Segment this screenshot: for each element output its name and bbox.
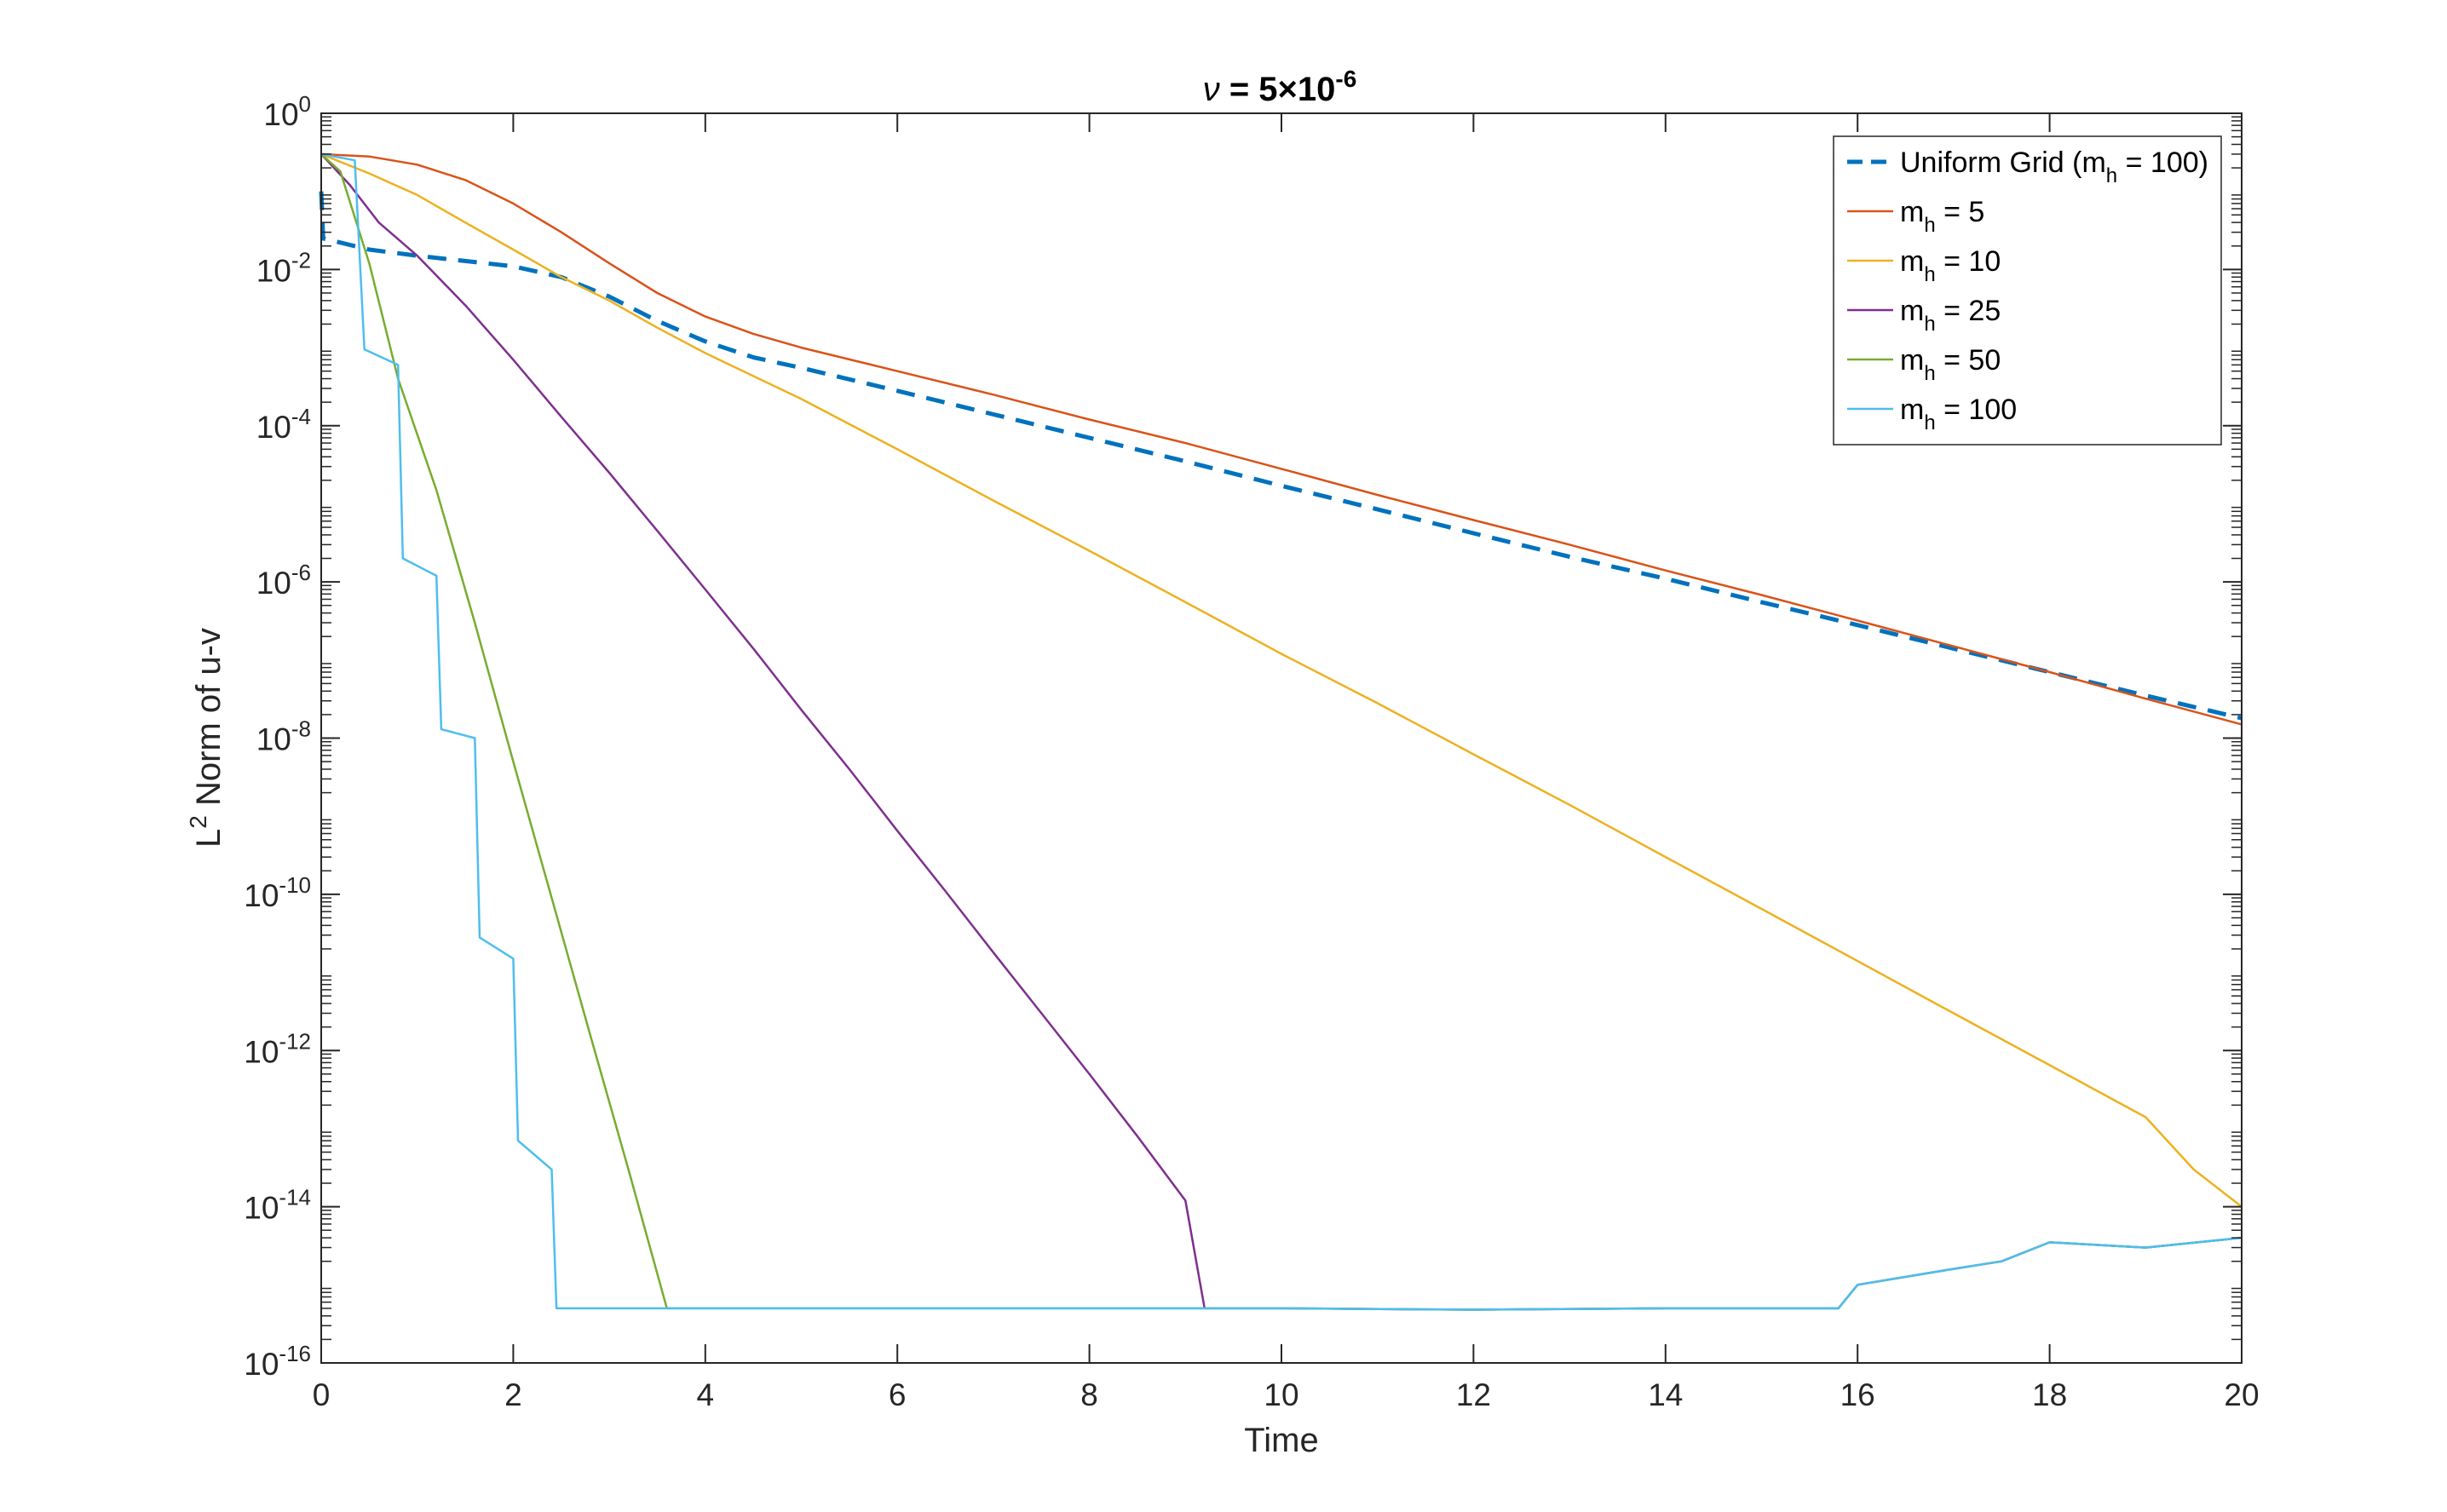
x-tick-label-8: 16 — [1840, 1377, 1875, 1412]
y-tick-label-6: 10-12 — [244, 1028, 311, 1069]
legend-label-5: mh = 100 — [1900, 394, 2017, 434]
title-symbol: ν — [1203, 71, 1220, 108]
title-sup: -6 — [1335, 66, 1356, 92]
x-axis-label: Time — [1244, 1422, 1318, 1459]
plot-lines — [319, 152, 2243, 1311]
series-line-1 — [320, 152, 2243, 726]
x-axis: 0 2 4 6 8 10 12 14 16 18 20 — [313, 113, 2260, 1412]
y-tick-label-8: 10-16 — [244, 1341, 311, 1382]
series-line-5 — [320, 152, 2243, 1311]
legend-label-4: mh = 50 — [1900, 344, 2001, 385]
y-axis-label: L2 Norm of u-v — [185, 628, 227, 848]
y-axis-label-sup: 2 — [185, 815, 211, 829]
legend-label-2: mh = 10 — [1900, 245, 2001, 286]
x-tick-label-9: 18 — [2032, 1377, 2067, 1412]
y-tick-label-2: 10-4 — [256, 404, 311, 445]
title-main: = 5×10 — [1220, 71, 1336, 108]
x-tick-label-5: 10 — [1264, 1377, 1298, 1412]
series-line-2 — [320, 152, 2243, 1208]
y-tick-label-7: 10-14 — [244, 1185, 311, 1226]
y-tick-label-0: 100 — [263, 91, 311, 132]
legend: Uniform Grid (mh = 100) mh = 5 mh = 10 mh =… — [1833, 135, 2222, 446]
x-tick-label-3: 6 — [889, 1377, 907, 1412]
legend-label-0: Uniform Grid (mh = 100) — [1900, 147, 2208, 187]
series-line-0 — [319, 191, 2243, 721]
y-tick-label-4: 10-8 — [256, 716, 311, 757]
y-axis-label-base: L — [190, 829, 227, 848]
x-tick-label-2: 4 — [697, 1377, 715, 1412]
x-tick-label-4: 8 — [1080, 1377, 1098, 1412]
x-tick-label-6: 12 — [1456, 1377, 1491, 1412]
y-tick-label-5: 10-10 — [244, 872, 311, 913]
x-tick-label-0: 0 — [313, 1377, 331, 1412]
y-tick-label-3: 10-6 — [256, 560, 311, 601]
legend-box — [1833, 135, 2222, 446]
y-tick-label-1: 10-2 — [256, 247, 311, 288]
y-axis-label-rest: Norm of u-v — [190, 628, 227, 815]
legend-label-3: mh = 25 — [1900, 295, 2001, 336]
legend-label-1: mh = 5 — [1900, 196, 1984, 237]
x-tick-label-1: 2 — [504, 1377, 522, 1412]
y-axis: 100 10-2 10-4 10-6 10-8 10-10 10-12 10-14 10-16 — [244, 91, 2242, 1382]
chart-title: ν = 5×10-6 — [1203, 66, 1357, 108]
x-tick-label-10: 20 — [2224, 1377, 2259, 1412]
x-tick-label-7: 14 — [1648, 1377, 1683, 1412]
